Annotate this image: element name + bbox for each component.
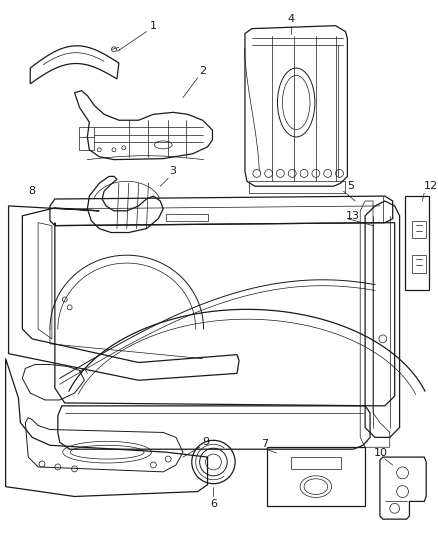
Text: 4: 4	[288, 14, 295, 24]
Text: 8: 8	[28, 186, 36, 196]
Text: 12: 12	[424, 181, 438, 191]
Text: 3: 3	[170, 166, 177, 176]
Text: 9: 9	[202, 437, 209, 447]
Text: 10: 10	[374, 448, 388, 458]
Text: 7: 7	[261, 439, 268, 449]
Text: 13: 13	[346, 211, 360, 221]
Text: 1: 1	[150, 21, 157, 31]
Text: 5: 5	[347, 181, 354, 191]
Text: 6: 6	[210, 499, 217, 510]
Text: 2: 2	[199, 66, 206, 76]
